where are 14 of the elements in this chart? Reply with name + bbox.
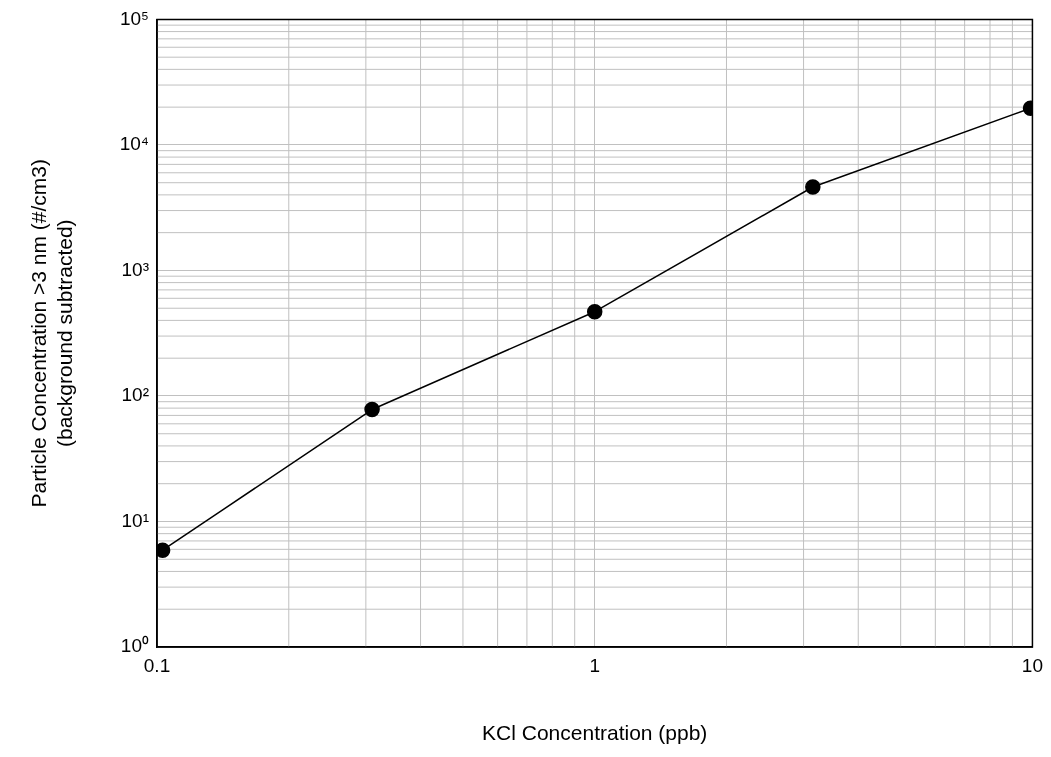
x-tick-label: 1 <box>589 654 601 676</box>
point <box>157 542 171 558</box>
point <box>805 179 821 195</box>
point <box>586 303 603 320</box>
y-axis-title: Particle Concentration >3 nm (#/cm3) (background subtracted) <box>27 159 76 508</box>
y-tick-label: 10² <box>121 384 149 406</box>
y-tick-label: 10⁵ <box>119 7 149 29</box>
x-tick-label: 0.1 <box>143 654 171 676</box>
x-axis-title: KCl Concentration (ppb) <box>482 721 708 745</box>
y-tick-label: 10⁴ <box>119 133 149 155</box>
y-tick-label: 10³ <box>121 258 149 280</box>
y-tick-label: 10⁰ <box>120 635 149 657</box>
y-tick-label: 10¹ <box>121 509 149 531</box>
x-tick-label: 10 <box>1021 654 1043 676</box>
